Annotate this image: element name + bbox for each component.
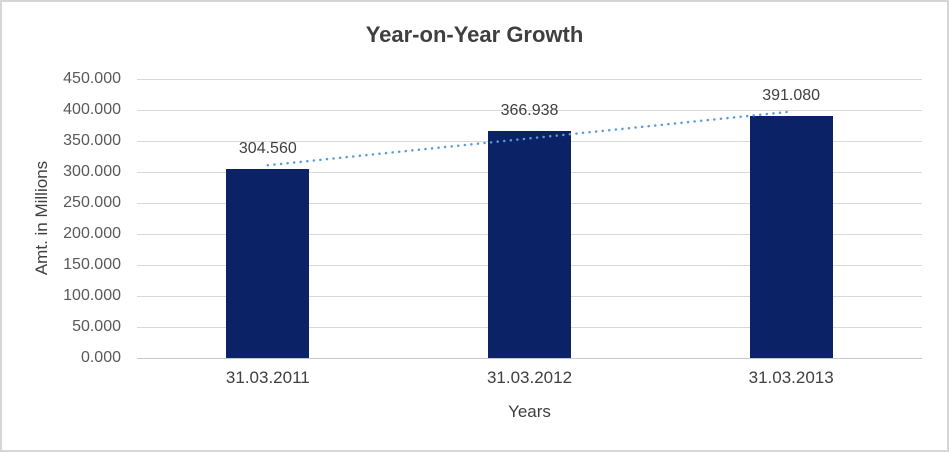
bar xyxy=(488,130,571,358)
bar xyxy=(226,169,310,358)
y-tick-label: 200.000 xyxy=(63,225,121,242)
y-tick-label: 0.000 xyxy=(80,349,121,366)
y-tick-label: 150.000 xyxy=(63,256,121,273)
y-tick-label: 50.000 xyxy=(72,318,121,335)
x-axis-title: Years xyxy=(508,402,551,421)
trendline xyxy=(266,110,793,167)
y-axis-tick-labels: 0.000 50.000 100.000 150.000 200.000 250.000 3… xyxy=(0,70,121,366)
y-tick-label: 100.000 xyxy=(63,287,121,304)
x-tick-label: 31.03.2012 xyxy=(486,368,573,387)
y-tick-label: 350.000 xyxy=(63,132,121,149)
x-axis-tick-labels: 31.03.2011 31.03.2012 31.03.2013 xyxy=(137,368,922,390)
bar-value-label: 304.560 xyxy=(238,140,297,158)
gridline xyxy=(137,79,922,80)
x-tick-label: 31.03.2013 xyxy=(748,368,834,387)
gridline xyxy=(137,110,922,111)
bar-value-label: 391.080 xyxy=(762,86,821,104)
x-tick-label: 31.03.2011 xyxy=(225,368,310,387)
bar xyxy=(749,115,833,358)
chart-title: Year-on-Year Growth xyxy=(365,22,584,47)
bar-value-label: 366.938 xyxy=(500,101,559,119)
plot-area: 304.560 366.938 391.080 xyxy=(137,79,922,359)
trendline-dots xyxy=(266,110,793,167)
y-tick-label: 300.000 xyxy=(63,163,121,180)
y-tick-label: 250.000 xyxy=(63,194,121,211)
y-tick-label: 400.000 xyxy=(63,101,121,118)
y-tick-label: 450.000 xyxy=(63,70,121,87)
